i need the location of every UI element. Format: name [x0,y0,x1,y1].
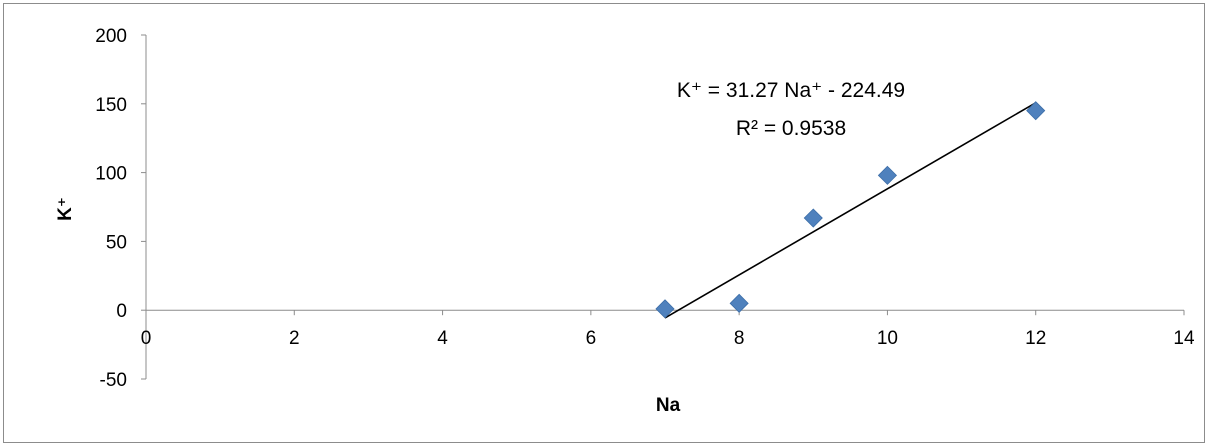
trendline-equation: K⁺ = 31.27 Na⁺ - 224.49 [677,79,905,102]
x-tick-label: 8 [734,328,745,349]
x-tick-label: 10 [877,328,898,349]
x-tick-label: 0 [141,328,152,349]
y-tick-label: -50 [100,370,127,391]
y-tick-label: 100 [95,164,127,185]
data-point [877,165,897,185]
chart-area: -50 0 50 100 150 200 0 2 4 6 8 10 12 14 Na K⁺ K⁺ = 31… [3,3,1205,443]
x-tick-label: 12 [1025,328,1046,349]
x-tick-label: 2 [289,328,300,349]
r-squared-label: R² = 0.9538 [736,117,846,140]
y-tick-label: 0 [116,301,127,322]
data-point [803,208,823,228]
y-axis-title: K⁺ [55,197,76,221]
tick-labels: -50 0 50 100 150 200 0 2 4 6 8 10 12 14 [95,26,1195,391]
y-tick-label: 200 [95,26,127,47]
data-point [1026,101,1046,121]
x-tick-label: 4 [437,328,448,349]
data-point [729,293,749,313]
x-tick-label: 14 [1173,328,1195,349]
trendline-layer [664,102,1037,319]
x-tick-label: 6 [586,328,597,349]
data-points [655,101,1046,319]
data-point [655,299,675,319]
y-tick-label: 50 [106,232,127,253]
y-tick-label: 150 [95,95,127,116]
x-axis-title: Na [656,395,681,416]
trendline [664,102,1037,319]
scatter-chart: -50 0 50 100 150 200 0 2 4 6 8 10 12 14 Na K⁺ K⁺ = 31… [55,26,1195,416]
